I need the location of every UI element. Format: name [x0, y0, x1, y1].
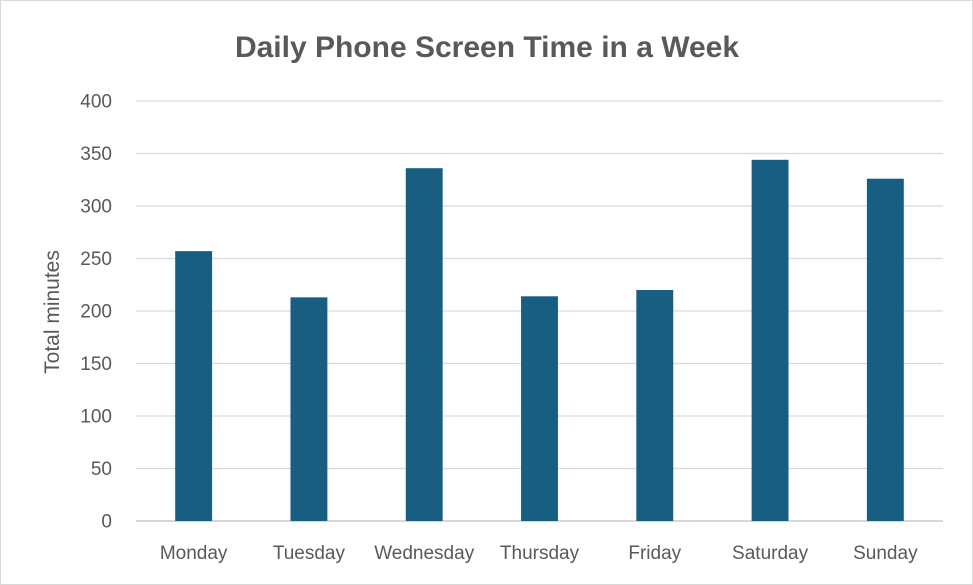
- chart-title: Daily Phone Screen Time in a Week: [235, 31, 739, 64]
- y-tick-label: 150: [80, 354, 112, 375]
- bar-monday: [175, 251, 213, 521]
- y-axis-title: Total minutes: [41, 250, 64, 374]
- y-tick-label: 250: [80, 249, 112, 270]
- y-tick-label: 50: [91, 459, 112, 480]
- x-axis-ticks: Monday Tuesday Wednesday Thursday Friday Satu…: [160, 543, 918, 564]
- y-tick-label: 0: [101, 512, 112, 533]
- y-tick-label: 200: [80, 302, 112, 323]
- x-tick-label: Monday: [160, 543, 228, 564]
- y-tick-label: 300: [80, 197, 112, 218]
- y-axis-ticks: 0 50 100 150 200 250 300 350 400: [80, 92, 112, 533]
- x-tick-label: Tuesday: [273, 543, 346, 564]
- bar-thursday: [521, 296, 558, 521]
- x-tick-label: Saturday: [732, 543, 809, 564]
- bar-sunday: [866, 178, 904, 521]
- y-tick-label: 100: [80, 407, 112, 428]
- bar-tuesday: [290, 297, 328, 521]
- x-tick-label: Wednesday: [374, 543, 474, 564]
- bar-saturday: [751, 159, 789, 522]
- x-tick-label: Thursday: [500, 543, 580, 564]
- x-tick-label: Friday: [628, 543, 681, 564]
- bars: [175, 159, 904, 522]
- y-tick-label: 350: [80, 144, 112, 165]
- x-tick-label: Sunday: [853, 543, 918, 564]
- bar-friday: [636, 290, 674, 521]
- y-tick-label: 400: [80, 92, 112, 113]
- bar-wednesday: [405, 168, 443, 521]
